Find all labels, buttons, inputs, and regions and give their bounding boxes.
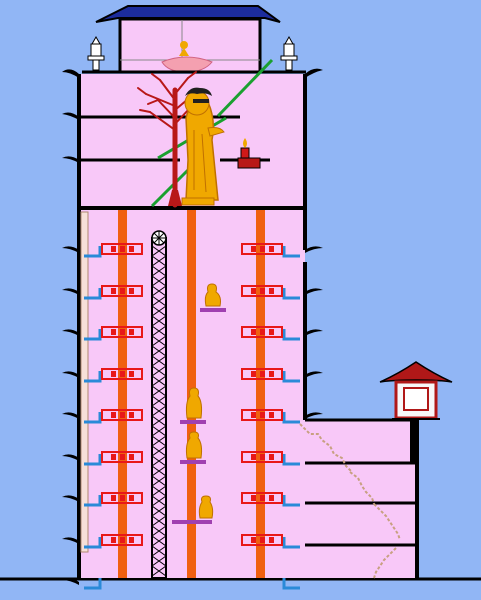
- duct-left: [84, 537, 102, 549]
- duct-right: [282, 412, 300, 424]
- small-statue-icon: [204, 283, 221, 307]
- small-statue-icon: [198, 495, 214, 519]
- green-stair-3: [216, 58, 274, 118]
- duct-left: [84, 246, 102, 258]
- tower-floor-2: [62, 285, 323, 300]
- eave-left: [62, 495, 79, 502]
- eave-right: [305, 288, 323, 295]
- tower-floor-8: [62, 534, 300, 549]
- annex-pavilion: [379, 361, 453, 420]
- rack-left: [101, 326, 143, 338]
- rack-right: [241, 285, 283, 297]
- duct-left: [84, 371, 102, 383]
- duct-left: [84, 495, 102, 507]
- rack-right: [241, 243, 283, 255]
- annex-pavilion-roof: [379, 361, 453, 383]
- duct-right: [282, 495, 300, 507]
- duct-right: [282, 537, 300, 549]
- eave-left-1: [62, 69, 79, 78]
- small-buddha-body: [179, 48, 189, 56]
- eave-right: [305, 329, 323, 336]
- duct-left: [84, 454, 102, 466]
- tower-floor-4: [62, 368, 323, 383]
- tower-floor-3: [62, 326, 323, 341]
- eave-left: [62, 412, 79, 419]
- annex-pavilion-window: [403, 387, 429, 411]
- duct-right: [282, 454, 300, 466]
- rack-right: [241, 451, 283, 463]
- elevator-shaft: [151, 230, 167, 579]
- buddha-pedestal: [181, 197, 215, 206]
- statue-platform-3: [180, 431, 206, 464]
- duct-left: [84, 578, 102, 590]
- right-finial-icon: [280, 35, 298, 71]
- rack-left: [101, 368, 143, 380]
- rack-left: [101, 409, 143, 421]
- pillar-right: [256, 210, 265, 578]
- tower-floor-7: [62, 492, 300, 507]
- duct-left: [84, 288, 102, 300]
- top-pavilion: [82, 5, 306, 74]
- duct-left: [84, 412, 102, 424]
- rack-left: [101, 492, 143, 504]
- eave-left: [62, 246, 79, 253]
- rack-left: [101, 285, 143, 297]
- tower-floor-1: [62, 243, 323, 258]
- eave-left: [62, 578, 79, 585]
- eave-left: [62, 454, 79, 461]
- tower-floor-9: [62, 578, 300, 590]
- annex-building: [299, 418, 419, 579]
- standing-buddha-icon: [181, 87, 225, 206]
- ground: [0, 578, 481, 600]
- statue-platform-4: [172, 495, 214, 524]
- altar-candle-icon: [237, 138, 261, 169]
- annex-pillar: [410, 420, 418, 462]
- eave-right-1: [305, 68, 323, 78]
- duct-left: [84, 329, 102, 341]
- annex-interior: [305, 420, 417, 578]
- eave-left-2: [62, 112, 79, 120]
- left-finial-icon: [87, 35, 105, 71]
- main-tower: [62, 208, 323, 590]
- annex-stair-2: [349, 471, 375, 505]
- rack-right: [241, 534, 283, 546]
- statue-platform-1: [200, 283, 226, 312]
- pillar-left: [118, 210, 127, 578]
- tower-floor-5: [62, 409, 323, 424]
- eave-left: [62, 329, 79, 336]
- duct-right: [282, 246, 300, 258]
- rack-right: [241, 409, 283, 421]
- eave-right: [305, 412, 323, 419]
- eave-right: [305, 371, 323, 378]
- annex-stair-1: [299, 423, 353, 473]
- eave-right: [305, 246, 323, 253]
- eave-left: [62, 537, 79, 544]
- small-statue-icon: [185, 431, 203, 459]
- eave-left-3: [62, 156, 79, 163]
- small-statue-icon: [185, 387, 203, 419]
- small-buddha-icon: [180, 41, 188, 49]
- annex-stair-4: [373, 547, 397, 579]
- eave-left: [62, 288, 79, 295]
- duct-right: [282, 371, 300, 383]
- tower-floors: [62, 243, 323, 590]
- rack-right: [241, 326, 283, 338]
- lotus-pedestal: [161, 56, 213, 73]
- statue-platform-2: [180, 387, 206, 424]
- duct-right: [282, 578, 300, 590]
- duct-right: [282, 329, 300, 341]
- rack-right: [241, 492, 283, 504]
- eave-left: [62, 371, 79, 378]
- duct-right: [282, 288, 300, 300]
- tree-base: [168, 190, 182, 206]
- rack-left: [101, 534, 143, 546]
- rack-left: [101, 243, 143, 255]
- tower-floor-6: [62, 451, 300, 466]
- rack-left: [101, 451, 143, 463]
- rack-right: [241, 368, 283, 380]
